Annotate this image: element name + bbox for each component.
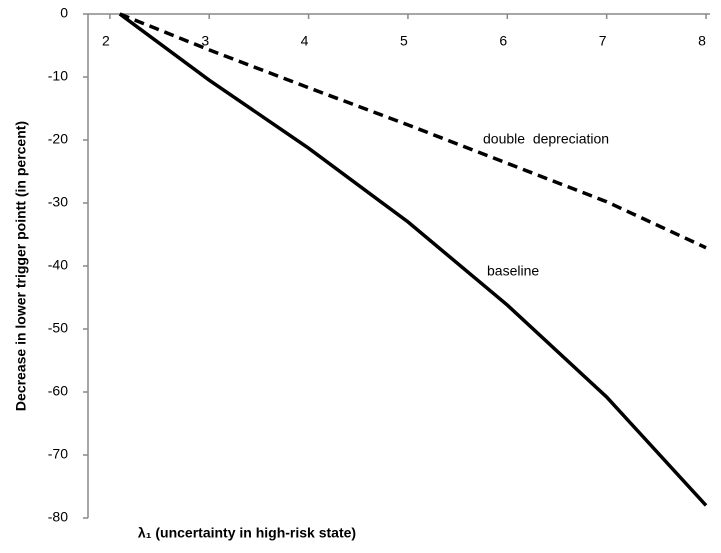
y-tick-label: -10 <box>48 68 68 84</box>
series-line <box>118 12 708 507</box>
y-tick-label: -30 <box>48 194 68 210</box>
series-line <box>119 12 707 250</box>
series-label: double depreciation <box>483 131 609 147</box>
y-tick-label: -60 <box>48 383 68 399</box>
y-tick-label: -70 <box>48 446 68 462</box>
y-tick-label: -80 <box>48 509 68 525</box>
x-tick-label: 7 <box>599 33 607 49</box>
x-tick-label: 4 <box>301 33 309 49</box>
y-tick-label: -20 <box>48 131 68 147</box>
y-tick-label: -40 <box>48 257 68 273</box>
x-tick-label: 3 <box>201 33 209 49</box>
y-tick-label: -50 <box>48 320 68 336</box>
x-tick-label: 8 <box>698 33 706 49</box>
y-tick-label: 0 <box>60 5 68 21</box>
y-axis-label: Decrease in lower trigger pointt (in per… <box>13 121 29 411</box>
x-axis-label: λ₁ (uncertainty in high-risk state) <box>138 525 356 541</box>
x-tick-label: 2 <box>102 33 110 49</box>
series-label: baseline <box>487 263 539 279</box>
x-tick-label: 6 <box>499 33 507 49</box>
x-tick-label: 5 <box>400 33 408 49</box>
